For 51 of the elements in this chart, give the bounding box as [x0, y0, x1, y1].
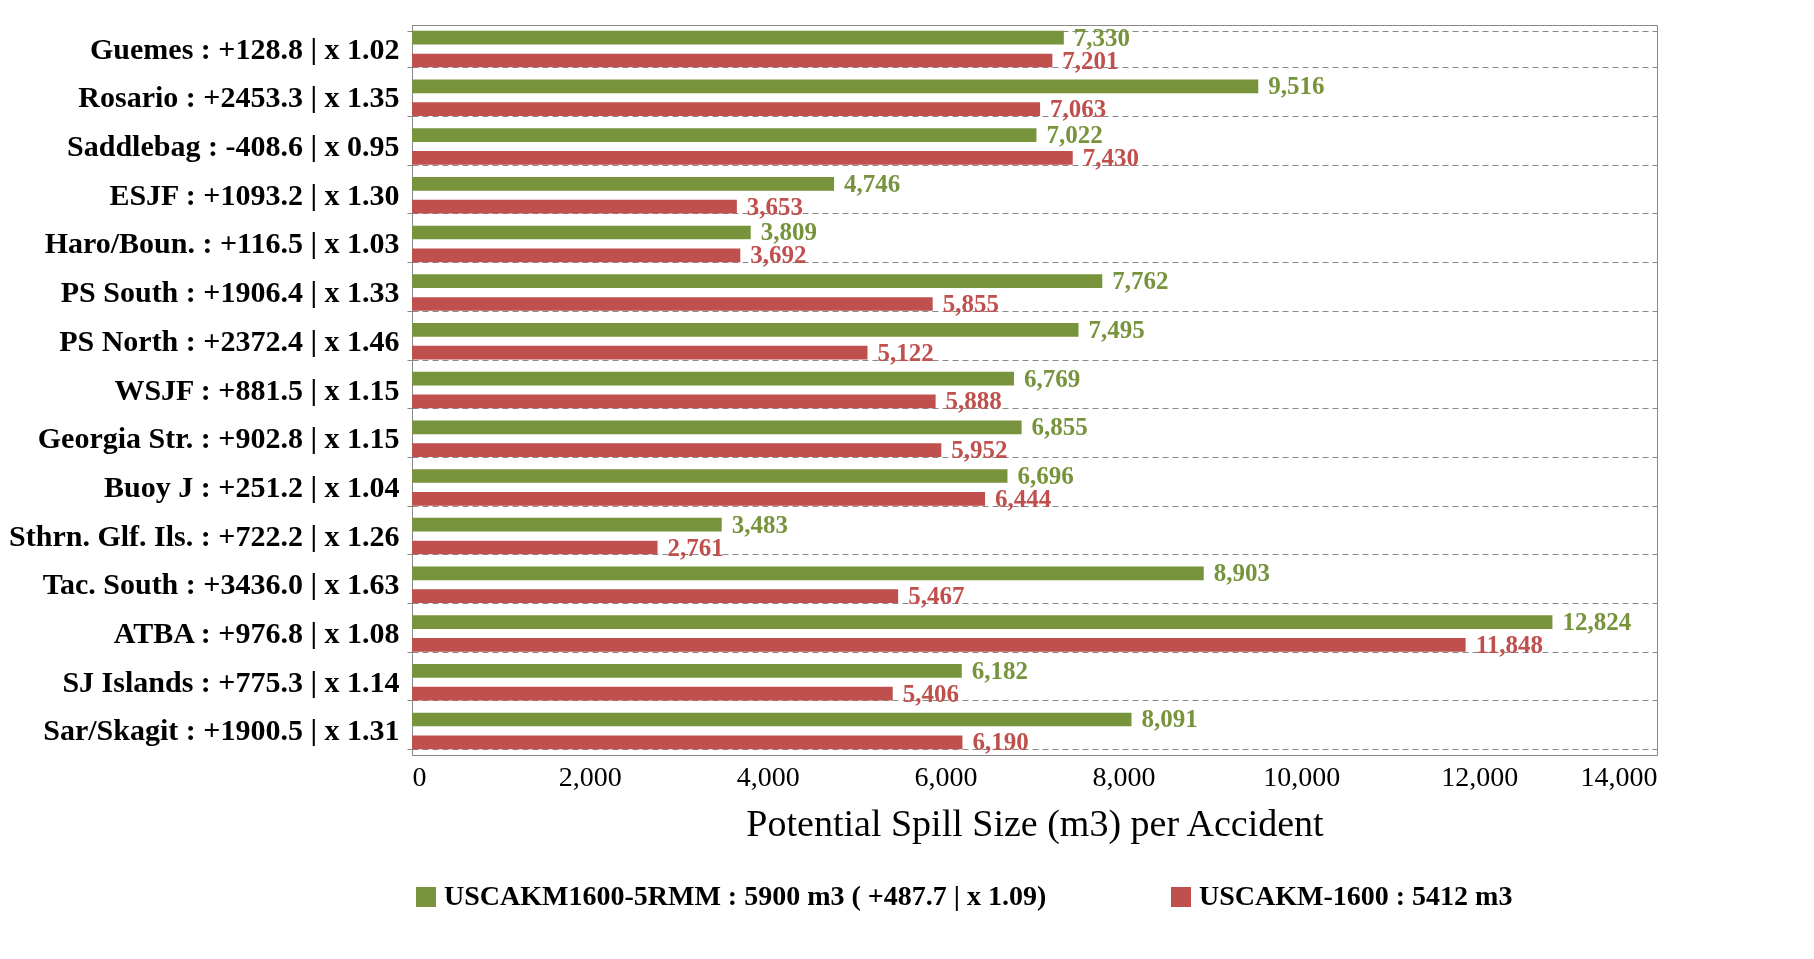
text: 2,761 [667, 533, 724, 561]
x-tick-label: 4,000 [736, 760, 800, 792]
text: 4,746 [844, 169, 901, 197]
x-tick-label: 12,000 [1441, 760, 1519, 792]
text: 5,406 [902, 679, 959, 707]
text: 5,855 [942, 290, 999, 318]
x-tick-label: 14,000 [1580, 760, 1658, 792]
y-tick-label: Buoy J : +251.2 | x 1.04 [104, 469, 400, 503]
text: 5,888 [945, 387, 1002, 415]
y-tick-label: WSJF : +881.5 | x 1.15 [114, 372, 400, 406]
text: 3,653 [746, 192, 804, 220]
text: 7,330 [1073, 23, 1131, 51]
x-tick-label: 6,000 [914, 760, 978, 792]
y-tick-label: ATBA : +976.8 | x 1.08 [113, 616, 400, 649]
text: 5,122 [877, 338, 934, 366]
x-tick-label: 8,000 [1092, 760, 1156, 792]
text: 11,848 [1475, 630, 1543, 658]
text: 12,824 [1562, 608, 1632, 636]
y-tick-label: Sar/Skagit : +1900.5 | x 1.31 [43, 713, 400, 747]
text: 9,516 [1268, 72, 1325, 100]
text: 8,091 [1141, 705, 1198, 733]
legend-label: USCAKM-1600 : 5412 m3 [1199, 880, 1513, 911]
y-tick-label: Sthrn. Glf. Ils. : +722.2 | x 1.26 [9, 518, 400, 552]
x-tick-label: 2,000 [558, 760, 622, 792]
text: 5,952 [951, 436, 1008, 464]
text: 7,495 [1088, 315, 1145, 343]
text: 7,762 [1112, 267, 1169, 295]
text: 6,769 [1023, 364, 1081, 392]
text: 5,467 [908, 582, 965, 610]
y-tick-label: Saddlebag : -408.6 | x 0.95 [67, 129, 400, 162]
text: 6,182 [971, 656, 1029, 684]
y-tick-label: Rosario : +2453.3 | x 1.35 [78, 80, 400, 114]
x-axis-title: Potential Spill Size (m3) per Accident [746, 801, 1325, 845]
x-tick-label: 0 [412, 760, 427, 792]
text: 7,063 [1050, 95, 1107, 123]
y-tick-label: PS South : +1906.4 | x 1.33 [60, 275, 400, 309]
text: 3,483 [731, 510, 788, 538]
y-tick-label: SJ Islands : +775.3 | x 1.14 [62, 664, 400, 698]
legend-label: USCAKM1600-5RMM : 5900 m3 ( +487.7 | x 1.09) [444, 880, 1047, 911]
y-tick-label: PS North : +2372.4 | x 1.46 [59, 323, 400, 357]
text: 6,855 [1031, 413, 1088, 441]
y-tick-label: ESJF : +1093.2 | x 1.30 [109, 177, 400, 211]
text: 8,903 [1213, 559, 1270, 587]
y-tick-label: Tac. South : +3436.0 | x 1.63 [42, 567, 400, 601]
text: 6,190 [972, 728, 1029, 756]
y-tick-label: Guemes : +128.8 | x 1.02 [89, 31, 400, 65]
y-tick-label: Haro/Boun. : +116.5 | x 1.03 [44, 226, 400, 260]
x-tick-label: 10,000 [1263, 760, 1341, 792]
y-tick-label: Georgia Str. : +902.8 | x 1.15 [37, 421, 400, 455]
text: 3,809 [760, 218, 817, 246]
text: 6,696 [1017, 461, 1074, 489]
